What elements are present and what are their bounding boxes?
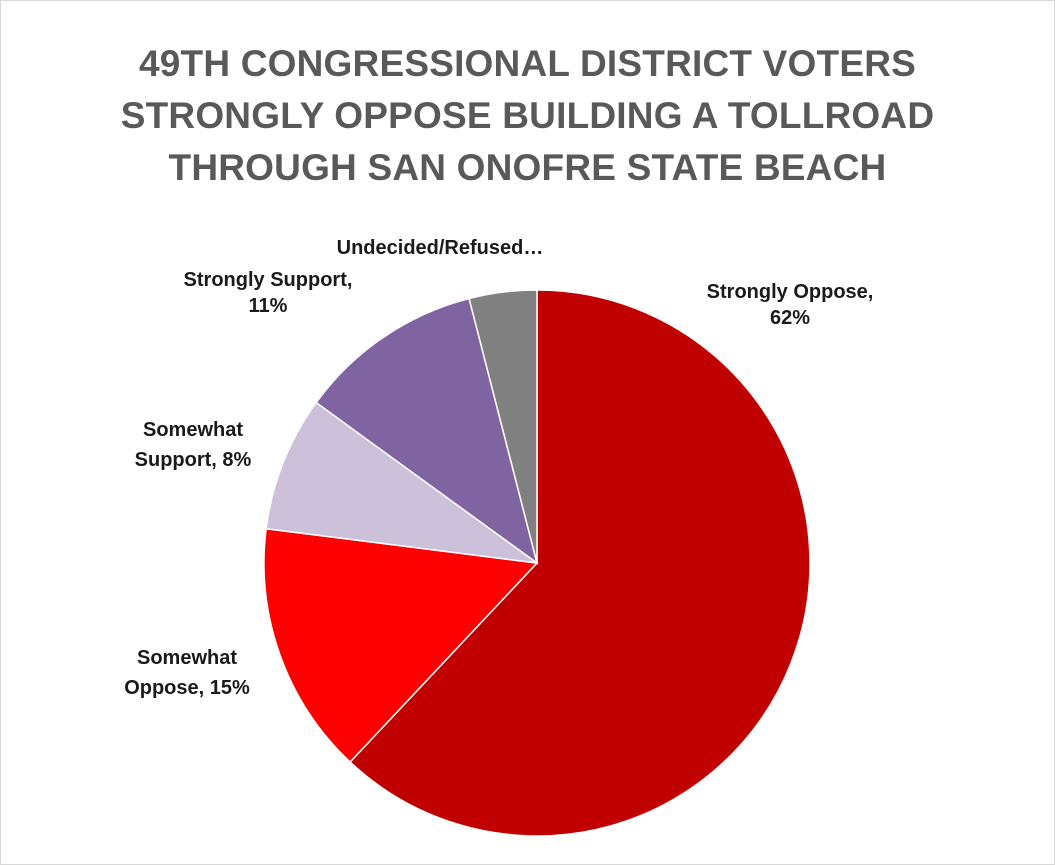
data-label-strongly-oppose: Strongly Oppose, 62%: [707, 281, 874, 329]
data-label-strongly-support: Strongly Support, 11%: [184, 269, 353, 317]
data-label-undecided-refused: Undecided/Refused…: [337, 237, 544, 259]
data-label-somewhat-support: Somewhat Support, 8%: [135, 419, 252, 471]
data-label-somewhat-oppose: Somewhat Oppose, 15%: [124, 647, 250, 699]
pie-slices: [264, 290, 810, 836]
